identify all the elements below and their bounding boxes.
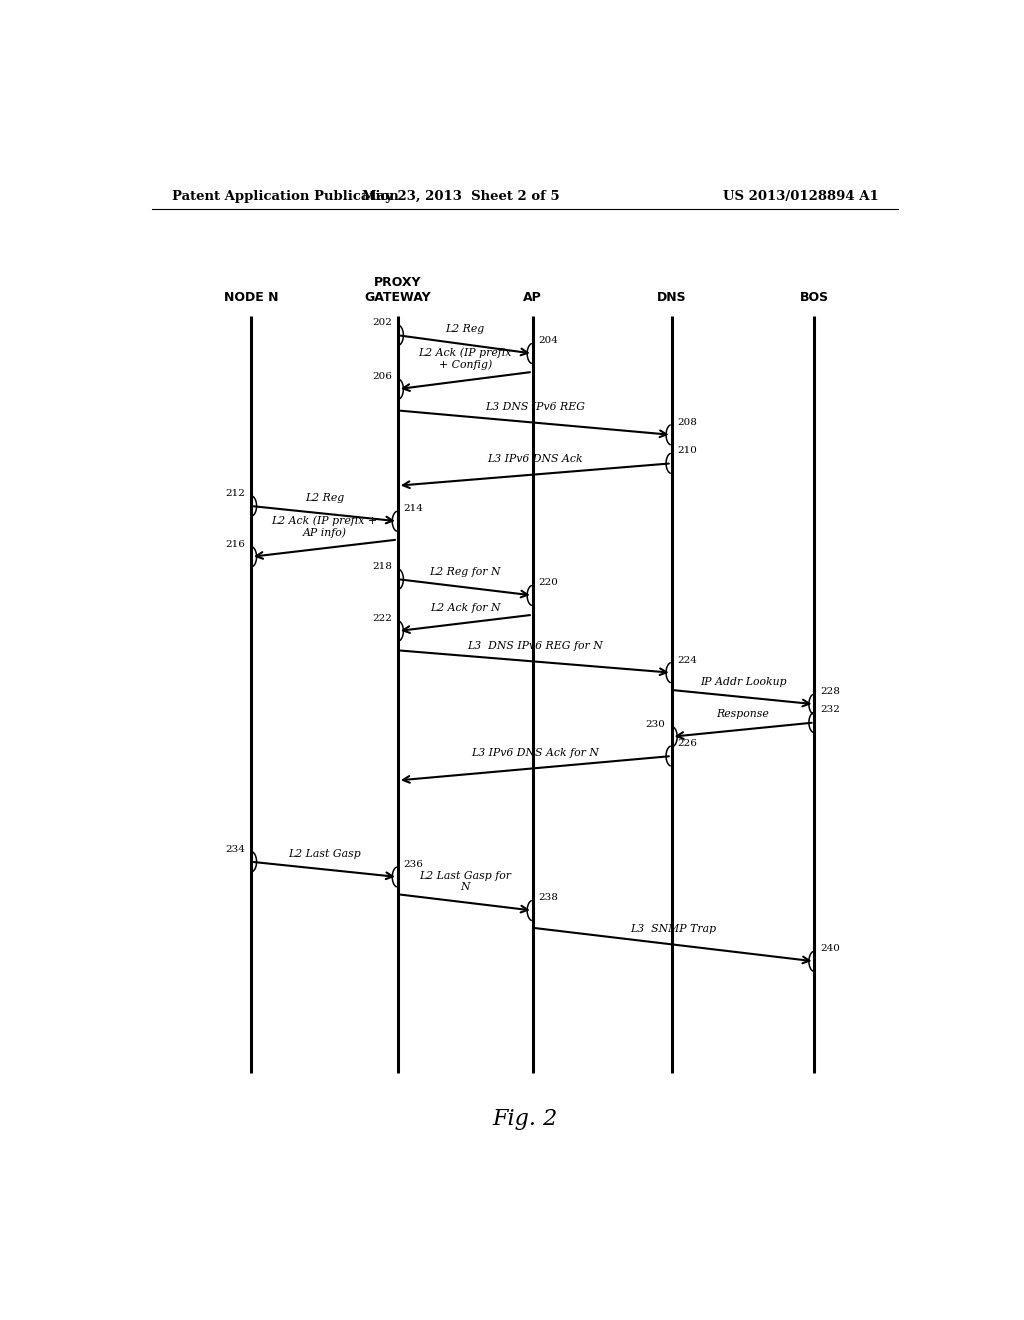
Text: 212: 212	[225, 488, 245, 498]
Text: 216: 216	[225, 540, 245, 549]
Text: 204: 204	[539, 337, 558, 346]
Text: IP Addr Lookup: IP Addr Lookup	[699, 677, 786, 686]
Text: 232: 232	[820, 705, 841, 714]
Text: 236: 236	[403, 859, 424, 869]
Text: May 23, 2013  Sheet 2 of 5: May 23, 2013 Sheet 2 of 5	[362, 190, 560, 202]
Text: 210: 210	[678, 446, 697, 455]
Text: 228: 228	[820, 688, 841, 696]
Text: 206: 206	[372, 372, 392, 381]
Text: BOS: BOS	[800, 290, 829, 304]
Text: 208: 208	[678, 417, 697, 426]
Text: 234: 234	[225, 845, 245, 854]
Text: L3 IPv6 DNS Ack for N: L3 IPv6 DNS Ack for N	[471, 748, 599, 758]
Text: 240: 240	[820, 944, 841, 953]
Text: 214: 214	[403, 504, 424, 513]
Text: L2 Ack (IP prefix +
AP info): L2 Ack (IP prefix + AP info)	[271, 515, 378, 539]
Text: 218: 218	[372, 562, 392, 572]
Text: 230: 230	[646, 719, 666, 729]
Text: 222: 222	[372, 614, 392, 623]
Text: 202: 202	[372, 318, 392, 327]
Text: L2 Reg: L2 Reg	[305, 494, 344, 503]
Text: L3  DNS IPv6 REG for N: L3 DNS IPv6 REG for N	[467, 642, 602, 651]
Text: L2 Last Gasp: L2 Last Gasp	[288, 849, 360, 859]
Text: L2 Last Gasp for
N: L2 Last Gasp for N	[419, 871, 511, 892]
Text: US 2013/0128894 A1: US 2013/0128894 A1	[723, 190, 879, 202]
Text: 238: 238	[539, 894, 558, 903]
Text: L2 Ack for N: L2 Ack for N	[430, 603, 501, 612]
Text: L2 Reg: L2 Reg	[445, 325, 485, 334]
Text: L2 Reg for N: L2 Reg for N	[429, 568, 501, 577]
Text: Fig. 2: Fig. 2	[493, 1107, 557, 1130]
Text: L3 IPv6 DNS Ack: L3 IPv6 DNS Ack	[486, 454, 583, 465]
Text: AP: AP	[523, 290, 542, 304]
Text: L3  SNMP Trap: L3 SNMP Trap	[631, 924, 717, 935]
Text: NODE N: NODE N	[224, 290, 279, 304]
Text: 226: 226	[678, 739, 697, 748]
Text: 220: 220	[539, 578, 558, 587]
Text: Response: Response	[717, 709, 769, 719]
Text: PROXY
GATEWAY: PROXY GATEWAY	[365, 276, 431, 304]
Text: L2 Ack (IP prefix
+ Config): L2 Ack (IP prefix + Config)	[419, 347, 512, 371]
Text: DNS: DNS	[656, 290, 686, 304]
Text: 224: 224	[678, 656, 697, 664]
Text: L3 DNS IPv6 REG: L3 DNS IPv6 REG	[484, 403, 585, 412]
Text: Patent Application Publication: Patent Application Publication	[172, 190, 398, 202]
